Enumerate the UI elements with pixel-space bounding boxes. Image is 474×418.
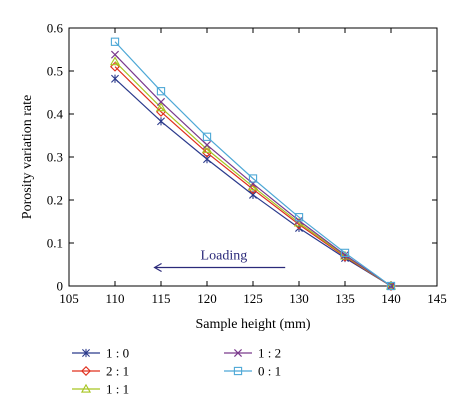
x-tick-label: 130 (289, 291, 309, 306)
legend-swatch-marker (82, 348, 90, 358)
loading-arrowhead (153, 262, 162, 273)
x-tick-label: 115 (151, 291, 170, 306)
data-point (202, 132, 212, 141)
data-point (294, 213, 304, 222)
loading-annotation: Loading (153, 249, 286, 273)
legend-item: 1 : 2 (224, 346, 281, 361)
data-point (340, 248, 350, 258)
loading-label: Loading (201, 249, 248, 264)
x-axis-ticks: 105 110 115 120 125 130 135 140 145 (59, 28, 447, 306)
data-point (339, 250, 351, 260)
data-point (155, 102, 167, 112)
legend-label: 0 : 1 (258, 364, 281, 379)
y-tick-label: 0.1 (47, 236, 63, 251)
series-group (109, 37, 397, 291)
legend-item: 2 : 1 (72, 364, 129, 379)
y-tick-label: 0.3 (47, 150, 63, 165)
x-tick-label: 145 (427, 291, 447, 306)
data-point (110, 61, 120, 72)
series-line (114, 61, 392, 287)
series-2 (109, 56, 397, 290)
y-tick-label: 0.2 (47, 193, 63, 208)
legend-label: 1 : 2 (258, 346, 281, 361)
legend-item: 1 : 1 (72, 382, 129, 397)
axes-frame (68, 27, 438, 287)
legend-swatch-marker (80, 383, 92, 393)
series-line (114, 54, 392, 287)
data-point (248, 174, 258, 183)
y-tick-label: 0 (57, 279, 64, 294)
plot-frame (68, 27, 438, 287)
legend-label: 2 : 1 (106, 364, 129, 379)
data-point (202, 140, 212, 149)
series-1 (110, 61, 396, 291)
series-3 (110, 50, 396, 291)
x-tick-label: 120 (197, 291, 217, 306)
y-tick-label: 0.6 (47, 21, 64, 36)
data-point (157, 117, 165, 126)
data-point (386, 281, 396, 291)
series-line (114, 41, 392, 287)
legend-swatch-marker (81, 366, 91, 376)
data-point (201, 144, 213, 153)
x-tick-label: 135 (335, 291, 355, 306)
x-axis-label: Sample height (mm) (195, 317, 310, 332)
y-tick-label: 0.4 (47, 107, 64, 122)
y-axis-label: Porosity variation rate (20, 95, 35, 219)
data-point (156, 87, 166, 96)
data-point (110, 37, 120, 46)
x-tick-label: 125 (243, 291, 263, 306)
legend-label: 1 : 1 (106, 382, 129, 397)
x-tick-label: 110 (105, 291, 124, 306)
data-point (249, 190, 257, 199)
data-point (109, 56, 121, 66)
legend-swatch-marker (233, 366, 243, 376)
y-tick-label: 0.5 (47, 64, 63, 79)
data-point (340, 251, 350, 260)
legend-label: 1 : 0 (106, 346, 129, 361)
series-4 (110, 37, 396, 291)
data-point (156, 97, 166, 106)
data-point (111, 74, 119, 83)
data-point (110, 50, 120, 59)
legend-item: 1 : 0 (72, 346, 129, 361)
legend-item: 0 : 1 (224, 364, 281, 379)
legend: 1 : 0 2 : 1 1 : 1 1 : 2 0 : 1 (72, 346, 281, 397)
legend-swatch-marker (233, 348, 243, 358)
x-tick-label: 140 (381, 291, 401, 306)
x-tick-label: 105 (59, 291, 79, 306)
y-axis-ticks: 0 0.1 0.2 0.3 0.4 0.5 0.6 (47, 21, 437, 294)
series-line (114, 66, 392, 287)
